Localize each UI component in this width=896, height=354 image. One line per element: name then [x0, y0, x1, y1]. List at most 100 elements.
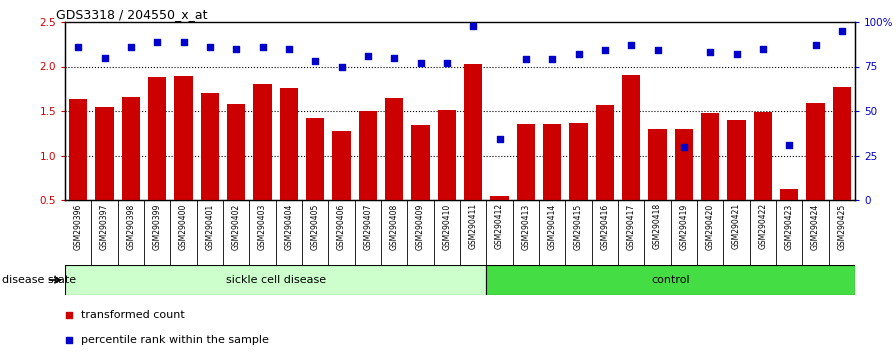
Point: [387, 55, 401, 61]
Text: GSM290414: GSM290414: [547, 203, 556, 250]
Point: [308, 58, 323, 64]
Bar: [596, 105, 614, 245]
FancyBboxPatch shape: [487, 265, 855, 295]
Text: GSM290396: GSM290396: [73, 203, 82, 250]
Text: GSM290405: GSM290405: [311, 203, 320, 250]
Text: GSM290411: GSM290411: [469, 203, 478, 249]
Text: GSM290409: GSM290409: [416, 203, 425, 250]
Bar: [148, 77, 167, 245]
Text: GSM290401: GSM290401: [205, 203, 214, 250]
Bar: [490, 196, 509, 245]
Bar: [754, 112, 772, 245]
Text: transformed count: transformed count: [81, 310, 185, 320]
Point: [624, 42, 638, 48]
Text: GSM290399: GSM290399: [152, 203, 161, 250]
Bar: [543, 124, 562, 245]
Point: [676, 144, 691, 149]
Point: [519, 57, 533, 62]
Point: [177, 39, 191, 44]
Bar: [832, 87, 851, 245]
Text: GSM290398: GSM290398: [126, 203, 135, 250]
Bar: [806, 103, 824, 245]
Point: [440, 60, 454, 66]
Text: GSM290408: GSM290408: [390, 203, 399, 250]
Bar: [728, 120, 745, 245]
Point: [808, 42, 823, 48]
Text: GSM290410: GSM290410: [443, 203, 452, 250]
Point: [255, 44, 270, 50]
Text: GSM290400: GSM290400: [179, 203, 188, 250]
Bar: [622, 75, 641, 245]
Text: GSM290407: GSM290407: [364, 203, 373, 250]
Bar: [569, 122, 588, 245]
Point: [598, 48, 612, 53]
Text: GSM290420: GSM290420: [706, 203, 715, 250]
Text: control: control: [651, 275, 690, 285]
Point: [361, 53, 375, 59]
Bar: [175, 76, 193, 245]
Text: disease state: disease state: [2, 275, 76, 285]
Text: GSM290419: GSM290419: [679, 203, 688, 250]
Point: [729, 51, 744, 57]
Point: [281, 46, 296, 52]
Point: [202, 44, 217, 50]
Point: [334, 64, 349, 69]
Text: percentile rank within the sample: percentile rank within the sample: [81, 335, 269, 345]
Point: [413, 60, 427, 66]
Text: GSM290423: GSM290423: [785, 203, 794, 250]
Text: GSM290424: GSM290424: [811, 203, 820, 250]
Bar: [95, 107, 114, 245]
Bar: [780, 189, 798, 245]
Bar: [201, 93, 219, 245]
Point: [62, 337, 76, 343]
Point: [835, 28, 849, 34]
Text: GSM290397: GSM290397: [100, 203, 109, 250]
Bar: [675, 129, 693, 245]
Point: [755, 46, 770, 52]
Point: [703, 50, 718, 55]
Bar: [306, 118, 324, 245]
Bar: [227, 104, 246, 245]
Bar: [649, 129, 667, 245]
Text: GSM290415: GSM290415: [574, 203, 583, 250]
Text: GSM290425: GSM290425: [838, 203, 847, 250]
Text: GSM290422: GSM290422: [758, 203, 767, 249]
Text: GSM290418: GSM290418: [653, 203, 662, 249]
Bar: [254, 84, 271, 245]
FancyBboxPatch shape: [65, 265, 487, 295]
Bar: [280, 88, 298, 245]
Point: [650, 48, 665, 53]
Point: [782, 142, 797, 148]
Text: GSM290403: GSM290403: [258, 203, 267, 250]
Bar: [358, 111, 377, 245]
Bar: [411, 125, 430, 245]
Text: GSM290417: GSM290417: [626, 203, 635, 250]
Point: [492, 137, 506, 142]
Text: GSM290406: GSM290406: [337, 203, 346, 250]
Text: sickle cell disease: sickle cell disease: [226, 275, 326, 285]
Point: [572, 51, 586, 57]
Text: GSM290404: GSM290404: [284, 203, 293, 250]
Bar: [332, 131, 350, 245]
Point: [545, 57, 559, 62]
Text: GDS3318 / 204550_x_at: GDS3318 / 204550_x_at: [56, 8, 208, 21]
Point: [466, 23, 480, 28]
Text: GSM290402: GSM290402: [232, 203, 241, 250]
Point: [98, 55, 112, 61]
Text: GSM290412: GSM290412: [495, 203, 504, 249]
Point: [124, 44, 138, 50]
Text: GSM290416: GSM290416: [600, 203, 609, 250]
Text: GSM290421: GSM290421: [732, 203, 741, 249]
Text: GSM290413: GSM290413: [521, 203, 530, 250]
Bar: [385, 98, 403, 245]
Point: [71, 44, 85, 50]
Bar: [437, 110, 456, 245]
Point: [150, 39, 164, 44]
Bar: [122, 97, 140, 245]
Point: [229, 46, 244, 52]
Bar: [517, 124, 535, 245]
Point: [62, 312, 76, 318]
Bar: [701, 113, 719, 245]
Bar: [464, 64, 482, 245]
Bar: [69, 99, 88, 245]
